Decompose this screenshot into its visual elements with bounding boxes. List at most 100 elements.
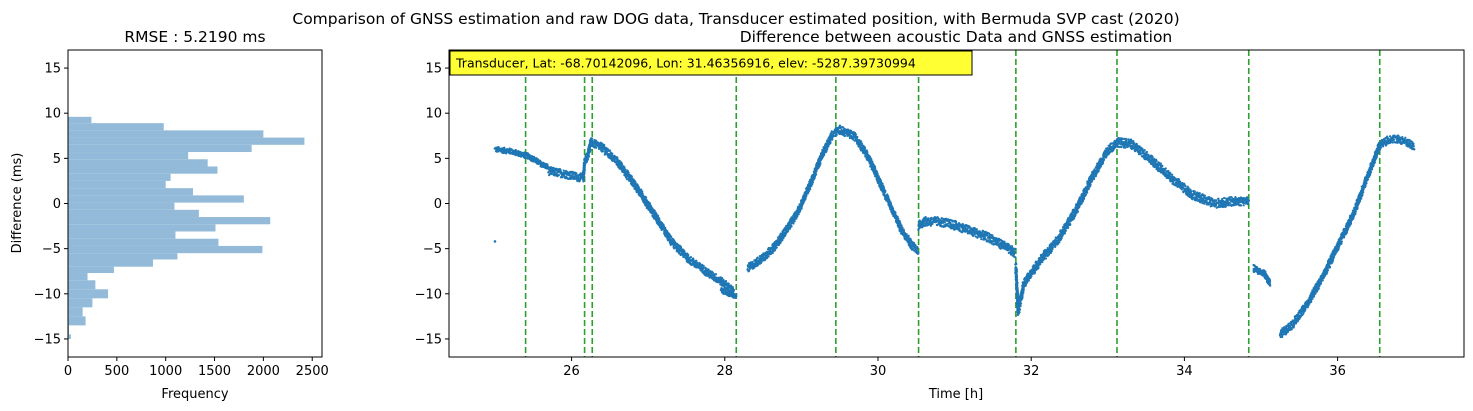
scatter-point	[608, 149, 612, 152]
scatter-series	[746, 124, 920, 273]
scatter-point	[1019, 304, 1022, 308]
scatter-point	[707, 268, 710, 271]
scatter-point	[1016, 297, 1019, 300]
y-tick-label: −10	[34, 287, 61, 302]
scatter-point	[641, 190, 644, 193]
scatter-point	[732, 290, 735, 293]
scatter-point	[1022, 288, 1025, 291]
scatter-point	[874, 167, 877, 170]
scatter-point	[735, 295, 738, 298]
histogram-x-ticks: 0 500 1000 1500 2000 2500	[64, 357, 329, 379]
scatter-point	[562, 174, 566, 177]
scatter-point	[714, 273, 718, 276]
scatter-point	[786, 229, 790, 233]
histogram-bar	[68, 334, 71, 339]
scatter-point	[673, 240, 676, 243]
histogram-bar	[68, 231, 176, 239]
histogram-bar	[68, 144, 252, 153]
scatter-point	[1015, 284, 1019, 288]
scatter-point	[503, 146, 506, 149]
scatter-point	[590, 137, 594, 140]
scatter-point	[891, 207, 895, 210]
figure-suptitle: Comparison of GNSS estimation and raw DO…	[292, 10, 1179, 28]
scatter-point	[905, 233, 908, 236]
histogram-bar	[68, 159, 208, 167]
scatter-series	[1014, 136, 1250, 317]
scatter-point	[569, 177, 572, 180]
scatter-point	[815, 170, 818, 173]
scatter-point	[689, 255, 692, 259]
scatter-point	[1042, 258, 1045, 261]
scatter-point	[767, 255, 770, 258]
scatter-point	[641, 193, 644, 197]
scatter-point	[582, 167, 586, 171]
scatter-point	[1012, 249, 1015, 252]
histogram-bar	[68, 173, 171, 181]
histogram-bar	[68, 217, 271, 225]
scatter-point	[510, 148, 513, 151]
scatter-point	[1085, 190, 1088, 193]
scatter-point	[964, 227, 967, 230]
scatter-point	[866, 151, 869, 154]
scatter-point	[559, 168, 562, 172]
scatter-point	[575, 172, 578, 175]
scatter-point	[692, 258, 695, 261]
scatter-point	[981, 230, 984, 233]
histogram-bar	[68, 298, 93, 308]
scatter-point	[848, 136, 852, 140]
scatter-point	[603, 143, 606, 147]
y-tick-label: −5	[42, 242, 61, 257]
scatter-point	[975, 228, 978, 231]
scatter-point	[1076, 210, 1080, 213]
scatter-point	[1030, 275, 1033, 278]
scatter-point	[702, 265, 705, 268]
scatter-point	[616, 156, 619, 159]
x-tick-label: 1500	[198, 364, 231, 379]
histogram-bar	[68, 123, 164, 131]
scatter-point	[804, 195, 808, 198]
x-tick-label: 2500	[296, 364, 329, 379]
scatter-point	[1013, 247, 1017, 250]
scatter-point	[1044, 257, 1048, 260]
scatter-point	[1015, 278, 1019, 281]
histogram-bar	[68, 202, 175, 210]
y-tick-label: 15	[44, 62, 61, 77]
scatter-point	[594, 146, 598, 149]
scatter-point	[550, 172, 553, 176]
histogram-bar	[68, 266, 114, 274]
y-tick-label: 0	[53, 197, 61, 212]
scatter-point	[788, 227, 792, 230]
scatter-point	[1051, 246, 1054, 249]
scatter-point	[1015, 271, 1018, 274]
scatter-point	[561, 176, 564, 179]
scatter-point	[562, 169, 565, 172]
scatter-point	[1015, 262, 1018, 266]
histogram-bar	[68, 188, 194, 196]
x-tick-label: 1000	[149, 364, 182, 379]
histogram-bar	[68, 130, 264, 138]
histogram-bar	[68, 245, 263, 254]
histogram-y-axis-label: Difference (ms)	[10, 153, 25, 254]
scatter-point	[856, 135, 859, 139]
scatter-point	[835, 133, 838, 136]
scatter-point	[827, 144, 830, 148]
scatter-point	[649, 204, 652, 207]
scatter-point	[1018, 307, 1021, 310]
scatter-point	[900, 224, 903, 227]
scatter-point	[781, 237, 785, 240]
y-tick-label: −15	[34, 332, 61, 347]
histogram-bars	[68, 116, 305, 339]
scatter-point	[1018, 310, 1021, 314]
scatter-point	[634, 181, 637, 184]
scatter-point	[984, 238, 987, 241]
scatter-point	[1019, 301, 1022, 304]
scatter-point	[1033, 270, 1036, 273]
scatter-series	[493, 146, 550, 170]
scatter-series	[547, 137, 736, 295]
scatter-point	[557, 174, 560, 177]
scatter-panel: Difference between acoustic Data and GNS…	[415, 28, 1465, 402]
scatter-point	[1084, 193, 1088, 196]
histogram-bar	[68, 137, 305, 145]
scatter-point	[731, 286, 735, 290]
scatter-point	[775, 246, 778, 249]
